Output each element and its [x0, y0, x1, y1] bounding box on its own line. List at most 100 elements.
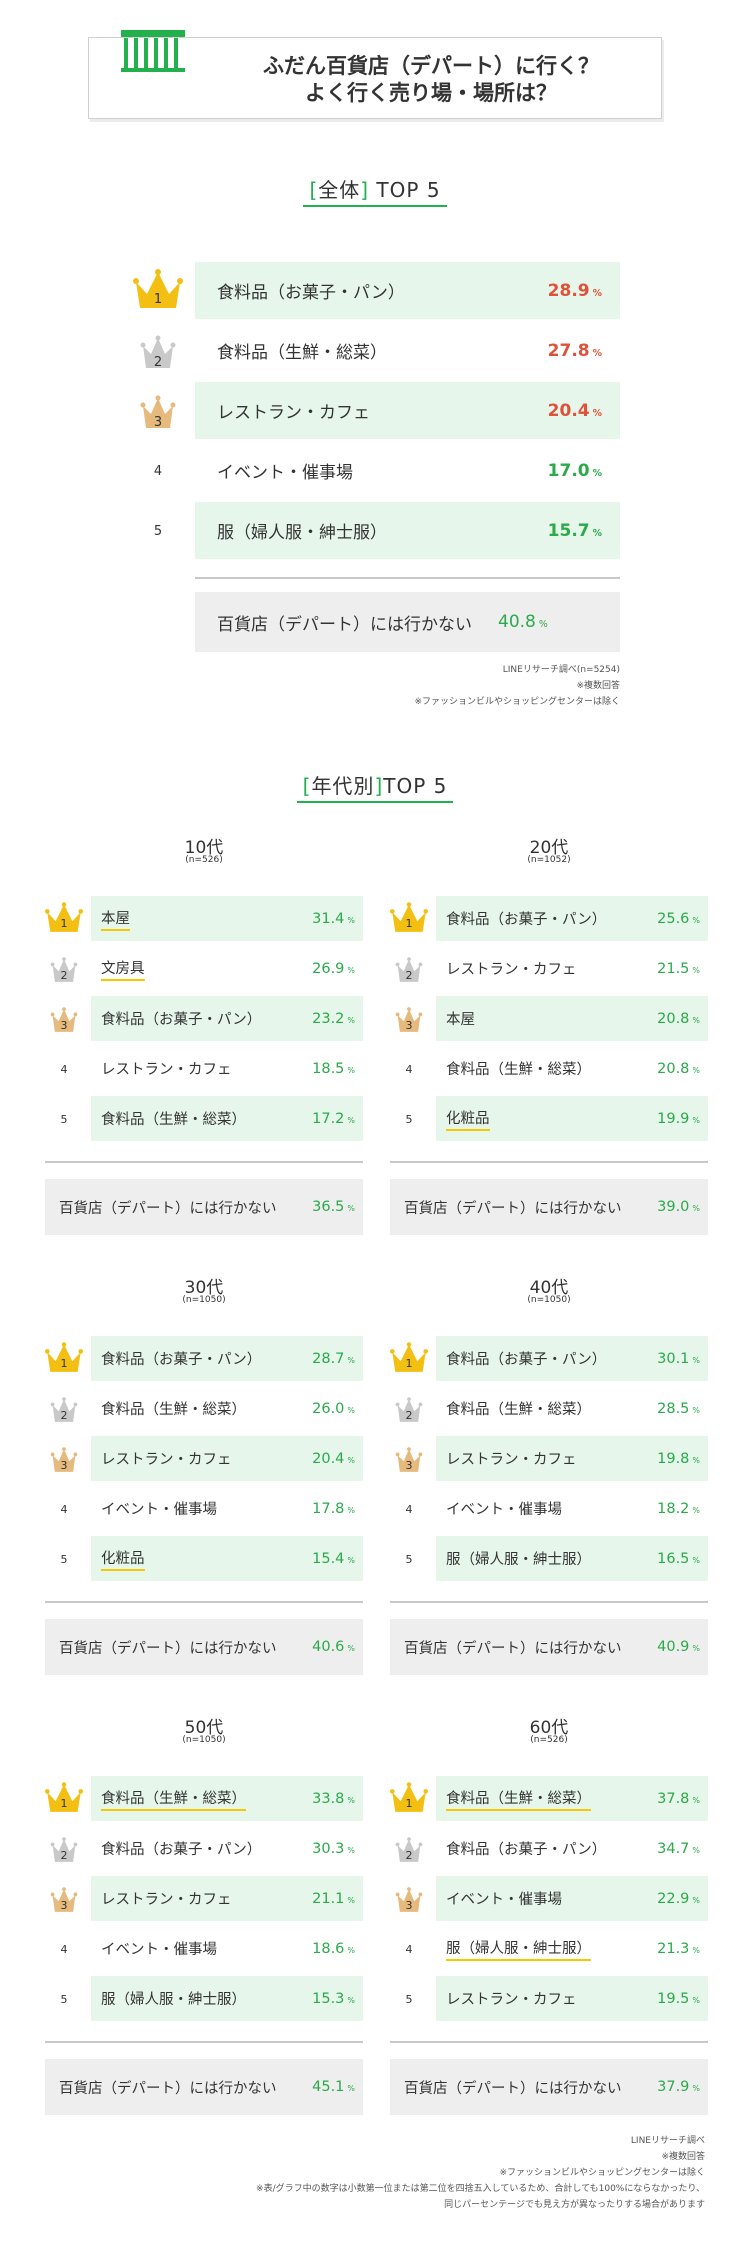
gold-crown-icon: 1	[133, 268, 183, 314]
item-value: 30.1%	[657, 1350, 700, 1367]
list-item: 4 イベント・催事場 17.8%	[45, 1486, 363, 1531]
age-group: 50代 (n=1050) 1 食料品（生鮮・総菜） 33.8% 2 食料品（お菓子・パン） 3…	[45, 1713, 363, 2115]
list-item: 2 文房具 26.9%	[45, 946, 363, 991]
rank-number: 5	[60, 1552, 68, 1566]
item-label: レストラン・カフェ	[446, 962, 577, 978]
item-value: 20.8%	[657, 1010, 700, 1027]
item-value: 30.3%	[312, 1840, 355, 1857]
gold-crown-icon: 1	[45, 900, 83, 938]
not-going-row: 百貨店（デパート）には行かない 37.9%	[390, 2059, 708, 2115]
list-item: 1 食料品（生鮮・総菜） 37.8%	[390, 1776, 708, 1821]
gold-crown-icon: 1	[390, 1780, 428, 1818]
not-going-row: 百貨店（デパート）には行かない 45.1%	[45, 2059, 363, 2115]
list-item: 2 食料品（お菓子・パン） 30.3%	[45, 1826, 363, 1871]
age-title: 30代	[184, 1278, 224, 1298]
age-group: 10代 (n=526) 1 本屋 31.4% 2 文房具 26.9% 3 食料品（お菓子・パン） 2…	[45, 833, 363, 1235]
rank-number: 4	[405, 1942, 413, 1956]
rank-number: 5	[153, 523, 163, 539]
item-label: レストラン・カフェ	[446, 1452, 577, 1468]
rank-number: 4	[60, 1062, 68, 1076]
item-label: イベント・催事場	[101, 1502, 217, 1518]
title-line-1: ふだん百貨店（デパート）に行く？	[263, 54, 599, 78]
not-going-row: 百貨店（デパート）には行かない 36.5%	[45, 1179, 363, 1235]
bronze-crown-icon: 3	[390, 1000, 428, 1038]
age-title: 60代	[529, 1718, 569, 1738]
not-going-row: 百貨店（デパート）には行かない 40.8%	[195, 592, 620, 652]
age-title: 20代	[529, 838, 569, 858]
item-value: 15.3%	[312, 1990, 355, 2007]
item-value: 19.9%	[657, 1110, 700, 1127]
list-item: 1 本屋 31.4%	[45, 896, 363, 941]
rank-number: 5	[60, 1992, 68, 2006]
item-value: 25.6%	[657, 910, 700, 927]
list-item: 2 食料品（生鮮・総菜） 28.5%	[390, 1386, 708, 1431]
item-value: 27.8%	[547, 340, 602, 361]
list-item: 5 服（婦人服・紳士服） 15.7%	[133, 502, 620, 559]
rank-number: 4	[153, 463, 163, 479]
item-value: 20.4%	[312, 1450, 355, 1467]
item-value: 21.5%	[657, 960, 700, 977]
item-label: 食料品（生鮮・総菜）	[446, 1402, 591, 1418]
list-item: 4 イベント・催事場 18.6%	[45, 1926, 363, 1971]
item-value: 26.9%	[312, 960, 355, 977]
age-group: 60代 (n=526) 1 食料品（生鮮・総菜） 37.8% 2 食料品（お菓子・パン） 34…	[390, 1713, 708, 2115]
list-item: 4 イベント・催事場 17.0%	[133, 442, 620, 499]
item-label: 食料品（お菓子・パン）	[446, 1352, 607, 1368]
sample-size: (n=1052)	[527, 855, 571, 865]
silver-crown-icon: 2	[45, 1390, 83, 1428]
item-value: 21.3%	[657, 1940, 700, 1957]
gold-crown-icon: 1	[390, 900, 428, 938]
silver-crown-icon: 2	[390, 950, 428, 988]
item-label: 食料品（お菓子・パン）	[101, 1352, 262, 1368]
silver-crown-icon: 2	[390, 1830, 428, 1868]
title-box: ふだん百貨店（デパート）に行く？ よく行く売り場・場所は？	[88, 30, 662, 119]
list-item: 2 レストラン・カフェ 21.5%	[390, 946, 708, 991]
list-item: 3 レストラン・カフェ 21.1%	[45, 1876, 363, 1921]
age-group: 20代 (n=1052) 1 食料品（お菓子・パン） 25.6% 2 レストラン・カフェ 21…	[390, 833, 708, 1235]
item-label: 食料品（お菓子・パン）	[101, 1012, 262, 1028]
item-label: 服（婦人服・紳士服）	[446, 1937, 591, 1961]
item-label: 文房具	[101, 957, 145, 981]
item-label: 食料品（お菓子・パン）	[217, 283, 405, 303]
list-item: 4 レストラン・カフェ 18.5%	[45, 1046, 363, 1091]
item-label: 化粧品	[101, 1547, 145, 1571]
list-item: 1 食料品（お菓子・パン） 25.6%	[390, 896, 708, 941]
item-value: 21.1%	[312, 1890, 355, 1907]
item-label: レストラン・カフェ	[101, 1452, 232, 1468]
bronze-crown-icon: 3	[133, 388, 183, 434]
item-value: 18.2%	[657, 1500, 700, 1517]
divider	[45, 1601, 363, 1603]
age-group: 40代 (n=1050) 1 食料品（お菓子・パン） 30.1% 2 食料品（生鮮・総菜） 2…	[390, 1273, 708, 1675]
item-label: 食料品（生鮮・総菜）	[217, 343, 387, 363]
item-value: 18.5%	[312, 1060, 355, 1077]
sample-size: (n=1050)	[182, 1735, 226, 1745]
list-item: 4 服（婦人服・紳士服） 21.3%	[390, 1926, 708, 1971]
item-value: 19.8%	[657, 1450, 700, 1467]
item-value: 18.6%	[312, 1940, 355, 1957]
age-title: 10代	[184, 838, 224, 858]
item-label: 服（婦人服・紳士服）	[446, 1552, 591, 1568]
item-label: レストラン・カフェ	[446, 1992, 577, 2008]
item-label: レストラン・カフェ	[101, 1892, 232, 1908]
sample-size: (n=1050)	[182, 1295, 226, 1305]
source-notes: LINEリサーチ調べ(n=5254) ※複数回答 ※ファッションビルやショッピン…	[414, 665, 620, 707]
list-item: 1 食料品（お菓子・パン） 28.7%	[45, 1336, 363, 1381]
item-label: 食料品（生鮮・総菜）	[101, 1112, 246, 1128]
item-label: イベント・催事場	[446, 1892, 562, 1908]
bronze-crown-icon: 3	[390, 1440, 428, 1478]
item-label: 食料品（生鮮・総菜）	[101, 1402, 246, 1418]
item-value: 34.7%	[657, 1840, 700, 1857]
list-item: 2 食料品（生鮮・総菜） 26.0%	[45, 1386, 363, 1431]
divider	[390, 2041, 708, 2043]
list-item: 5 化粧品 15.4%	[45, 1536, 363, 1581]
item-value: 37.8%	[657, 1790, 700, 1807]
gold-crown-icon: 1	[390, 1340, 428, 1378]
rank-number: 5	[405, 1992, 413, 2006]
not-going-row: 百貨店（デパート）には行かない 40.6%	[45, 1619, 363, 1675]
item-value: 23.2%	[312, 1010, 355, 1027]
sample-size: (n=526)	[530, 1735, 568, 1745]
item-value: 15.4%	[312, 1550, 355, 1567]
bronze-crown-icon: 3	[45, 1440, 83, 1478]
item-label: 食料品（生鮮・総菜）	[446, 1062, 591, 1078]
item-label: 服（婦人服・紳士服）	[217, 523, 387, 543]
